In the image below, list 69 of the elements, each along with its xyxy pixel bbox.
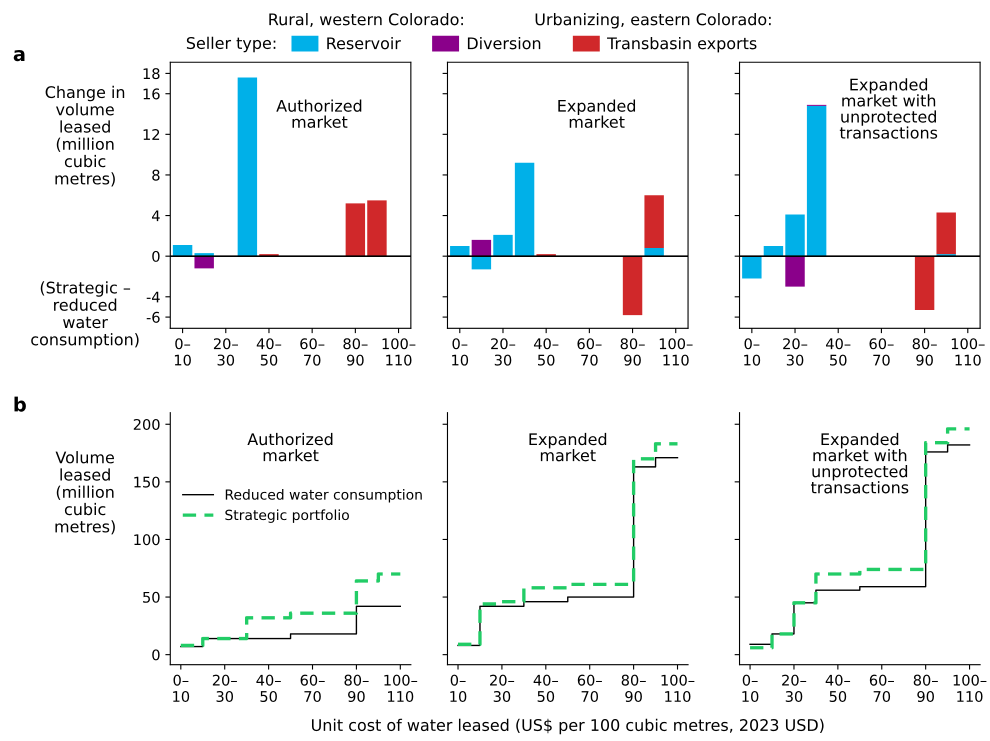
y-tick-label: 8 (152, 170, 160, 181)
text: Expanded market (558, 99, 636, 128)
x-tick-label: 60–70 (577, 338, 602, 366)
legend-label: Diversion (468, 36, 540, 50)
text: Authorized market (276, 99, 362, 128)
x-tick-label: 40–50 (256, 338, 282, 366)
x-tick-label: 60–70 (870, 674, 894, 702)
x-tick-label: 40–50 (534, 338, 558, 366)
x-tick-label: 0–10 (744, 338, 760, 366)
x-tick-label: 0–10 (452, 338, 468, 366)
x-tick-label: 100–110 (384, 674, 418, 702)
y-tick-label: 0 (152, 250, 160, 262)
x-tick-label: 100–110 (662, 674, 694, 702)
y-tick-label: -4 (146, 292, 160, 302)
y-tick-label: 50 (143, 592, 160, 603)
x-tick-label: 40–50 (534, 674, 558, 702)
legend-title: Seller type: (186, 36, 276, 52)
x-axis-title: Unit cost of water leased (US$ per 100 cubic metres, 2023 USD) (312, 718, 824, 734)
x-tick-label: 20–30 (782, 674, 806, 702)
x-tick-label: 60–70 (578, 674, 602, 702)
x-tick-label: 20–30 (212, 674, 237, 702)
x-tick-label: 80–90 (343, 338, 368, 366)
text: Urbanizing, eastern Colorado: (536, 13, 771, 28)
x-tick-label: 100–110 (382, 338, 416, 366)
x-tick-label: 0–10 (450, 674, 466, 702)
x-tick-label: 80–90 (914, 674, 938, 702)
text: Expanded market (529, 432, 606, 462)
y-tick-label: 100 (134, 534, 160, 546)
x-tick-label: 60–70 (870, 338, 894, 366)
x-tick-label: 40–50 (256, 674, 281, 702)
y-tick-label: 12 (144, 129, 160, 140)
text: a (14, 50, 24, 62)
legend-label: Strategic portfolio (225, 509, 349, 523)
y-tick-label: 16 (144, 88, 160, 100)
x-tick-label: 80–90 (344, 674, 369, 702)
text: (Strategic – reduced water consumption) (31, 281, 139, 349)
legend-label: Reduced water consumption (226, 489, 422, 502)
text: Expanded market with unprotected transactions (840, 78, 938, 139)
y-axis-title: Change in volume leased (million cubic metres) (46, 86, 124, 186)
y-tick-label: 0 (152, 649, 160, 660)
x-tick-label: 0–10 (173, 674, 190, 702)
text: b (14, 396, 26, 412)
x-tick-label: 80–90 (622, 674, 646, 702)
x-tick-label: 20–30 (491, 338, 516, 366)
legend-label: Reservoir (327, 36, 401, 50)
x-tick-label: 20–30 (783, 338, 808, 366)
x-tick-label: 20–30 (214, 338, 238, 366)
x-tick-label: 60–70 (300, 674, 325, 702)
x-tick-label: 40–50 (826, 338, 850, 366)
x-tick-label: 80–90 (912, 338, 937, 366)
x-tick-label: 0–10 (742, 674, 758, 702)
x-tick-label: 80–90 (620, 338, 645, 366)
x-tick-label: 40–50 (826, 674, 850, 702)
x-tick-label: 100–110 (952, 338, 985, 366)
x-tick-label: 60–70 (300, 338, 324, 366)
y-tick-label: 150 (134, 476, 160, 488)
x-tick-label: 0–10 (174, 338, 191, 366)
y-tick-label: -6 (146, 312, 160, 323)
text: Authorized market (247, 432, 332, 462)
x-tick-label: 100–110 (660, 338, 693, 366)
text: Expanded market with unprotected transactions (810, 432, 908, 494)
x-tick-label: 100–110 (954, 674, 986, 702)
y-tick-label: 200 (134, 418, 160, 430)
x-tick-label: 20–30 (490, 674, 514, 702)
y-axis-title: Volume leased (million cubic metres) (55, 451, 115, 534)
y-tick-label: 18 (144, 68, 160, 80)
text: Rural, western Colorado: (269, 13, 463, 28)
y-tick-label: 4 (152, 210, 160, 222)
legend-label: Transbasin exports (607, 36, 756, 52)
